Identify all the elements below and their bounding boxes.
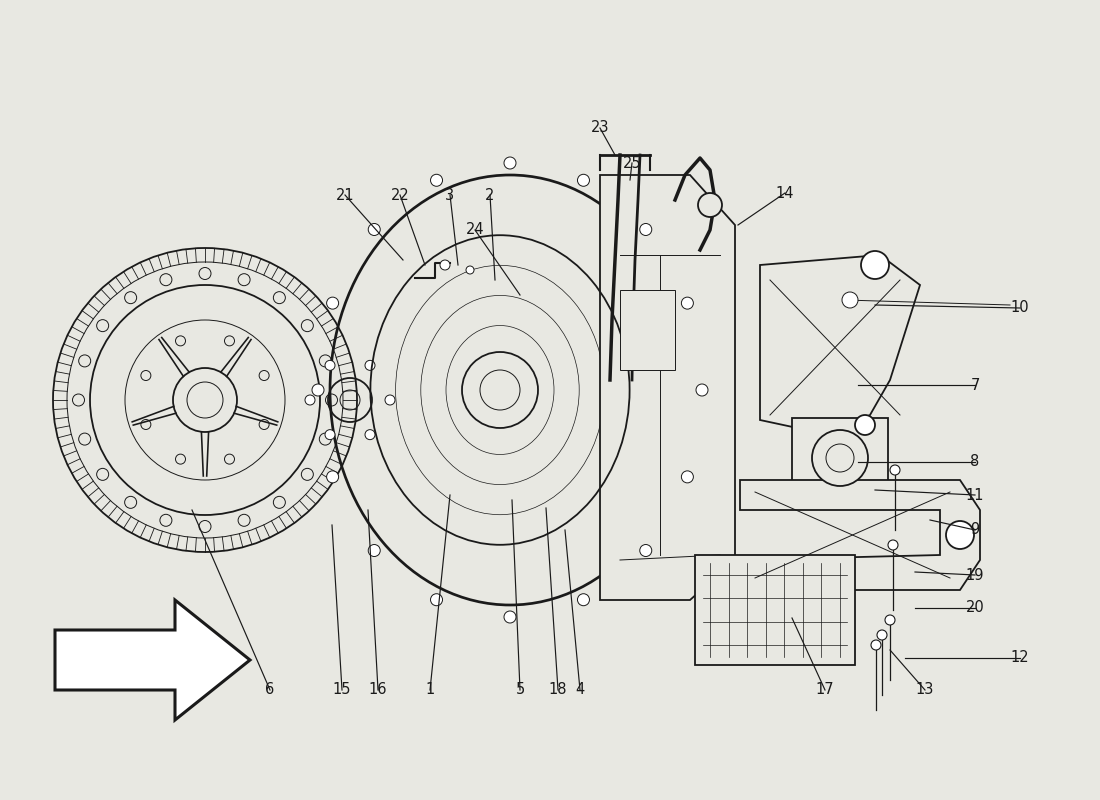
Circle shape	[888, 540, 898, 550]
Circle shape	[578, 174, 590, 186]
Text: 25: 25	[623, 155, 641, 170]
Text: 13: 13	[916, 682, 934, 698]
Text: 2: 2	[485, 187, 495, 202]
Circle shape	[466, 266, 474, 274]
Circle shape	[327, 297, 339, 309]
Circle shape	[430, 174, 442, 186]
Circle shape	[578, 594, 590, 606]
Circle shape	[327, 471, 339, 483]
Circle shape	[324, 430, 336, 440]
Text: 16: 16	[368, 682, 387, 698]
Polygon shape	[740, 480, 980, 590]
Text: 24: 24	[465, 222, 484, 238]
Circle shape	[440, 260, 450, 270]
Circle shape	[504, 611, 516, 623]
Circle shape	[430, 594, 442, 606]
Circle shape	[681, 471, 693, 483]
Text: 17: 17	[816, 682, 834, 698]
Circle shape	[696, 384, 708, 396]
Bar	[792, 418, 888, 498]
Circle shape	[640, 223, 652, 235]
Text: 22: 22	[390, 187, 409, 202]
Circle shape	[681, 297, 693, 309]
Text: 14: 14	[776, 186, 794, 201]
Circle shape	[385, 395, 395, 405]
Circle shape	[698, 193, 722, 217]
Bar	[695, 555, 855, 665]
Text: 12: 12	[1011, 650, 1030, 666]
Circle shape	[812, 430, 868, 486]
Text: 5: 5	[516, 682, 525, 698]
Text: 18: 18	[549, 682, 568, 698]
Text: 10: 10	[1011, 301, 1030, 315]
Text: 11: 11	[966, 487, 984, 502]
Text: 7: 7	[970, 378, 980, 393]
Circle shape	[368, 545, 381, 557]
Ellipse shape	[330, 175, 690, 605]
Polygon shape	[55, 600, 250, 720]
Circle shape	[312, 384, 324, 396]
Circle shape	[946, 521, 974, 549]
Text: 20: 20	[966, 601, 984, 615]
Circle shape	[504, 157, 516, 169]
Circle shape	[886, 615, 895, 625]
Circle shape	[365, 430, 375, 440]
Circle shape	[861, 251, 889, 279]
Circle shape	[890, 465, 900, 475]
Text: 19: 19	[966, 567, 984, 582]
Circle shape	[855, 415, 875, 435]
Polygon shape	[760, 255, 920, 435]
Circle shape	[368, 223, 381, 235]
Text: 15: 15	[332, 682, 351, 698]
Bar	[620, 290, 675, 370]
Circle shape	[305, 395, 315, 405]
Text: 6: 6	[265, 682, 275, 698]
Text: 3: 3	[446, 187, 454, 202]
Text: 21: 21	[336, 187, 354, 202]
Text: 23: 23	[591, 121, 609, 135]
Text: 9: 9	[970, 522, 980, 538]
Polygon shape	[600, 175, 735, 600]
Circle shape	[324, 360, 336, 370]
Circle shape	[842, 292, 858, 308]
Circle shape	[877, 630, 887, 640]
Circle shape	[871, 640, 881, 650]
Circle shape	[640, 545, 652, 557]
Text: 8: 8	[970, 454, 980, 470]
Circle shape	[187, 382, 223, 418]
Text: 4: 4	[575, 682, 584, 698]
Text: 1: 1	[426, 682, 434, 698]
Circle shape	[365, 360, 375, 370]
